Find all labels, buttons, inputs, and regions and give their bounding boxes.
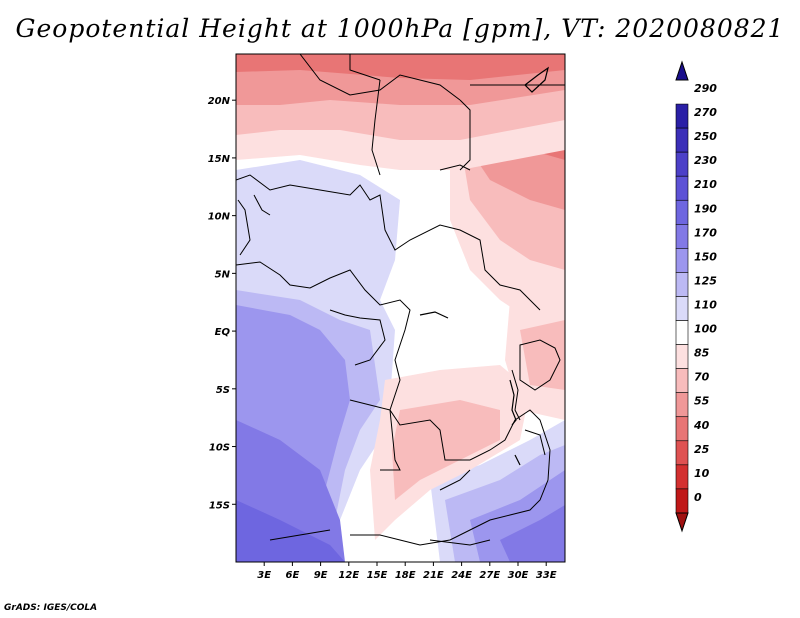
field-level-230: [236, 500, 345, 562]
colorbar-box: [675, 127, 689, 153]
lat-tick-label: 20N: [208, 96, 231, 107]
country-borders: [236, 54, 565, 546]
field-level-40-north: [236, 54, 565, 80]
colorbar-label: 55: [694, 395, 710, 408]
colorbar-box: [675, 488, 689, 514]
lon-tick-label: 33E: [536, 570, 557, 581]
lakes: [419, 66, 549, 466]
lon-tick-label: 6E: [286, 570, 300, 581]
colorbar-label: 85: [694, 347, 710, 360]
colorbar-label: 250: [694, 130, 717, 143]
colorbar-label: 25: [694, 443, 710, 456]
lat-tick-label: 15S: [209, 500, 230, 511]
colorbar-box: [675, 392, 689, 418]
colorbar-box: [675, 320, 689, 345]
colorbar-box: [675, 151, 689, 177]
lon-tick-label: 9E: [314, 570, 328, 581]
lat-tick-label: 15N: [208, 154, 231, 165]
map-title: Geopotential Height at 1000hPa [gpm], VT…: [15, 14, 785, 43]
lon-tick-label: 24E: [451, 570, 472, 581]
colorbar-label: 190: [694, 202, 717, 215]
lat-tick-label: EQ: [215, 327, 231, 338]
colorbar-label: 0: [694, 491, 702, 504]
lon-tick-label: 21E: [423, 570, 444, 581]
colorbar-label: 10: [694, 467, 710, 480]
field-level-70-south: [392, 400, 500, 500]
lat-tick-label: 5N: [215, 269, 231, 280]
colorbar-label: 270: [694, 106, 717, 119]
colorbar: 2902702502302101901701501251101008570554…: [675, 60, 717, 533]
colorbar-box: [675, 344, 689, 369]
colorbar-label: 230: [694, 154, 717, 167]
lon-tick-label: 30E: [508, 570, 529, 581]
lon-tick-label: 15E: [367, 570, 388, 581]
colorbar-box: [675, 175, 689, 201]
colorbar-box: [675, 248, 689, 273]
colorbar-label: 100: [694, 323, 717, 336]
colorbar-top-arrow: [675, 60, 689, 81]
lat-tick-label: 10S: [209, 443, 230, 454]
field-level-s-east-210: [500, 505, 565, 562]
map-plot-area: 3E 6E 9E 12E 15E 18E 21E 24E 27E 30E 33E 20N 15N 10N…: [208, 53, 566, 581]
lon-tick-label: 18E: [395, 570, 416, 581]
colorbar-box: [675, 464, 689, 490]
colorbar-label: 125: [694, 274, 717, 287]
colorbar-label: 210: [694, 178, 717, 191]
colorbar-bottom-arrow: [675, 512, 689, 533]
colorbar-label: 70: [694, 371, 710, 384]
lat-tick-label: 5S: [216, 385, 230, 396]
colorbar-label: 110: [694, 299, 717, 312]
colorbar-box: [675, 440, 689, 466]
grads-credit: GrADS: IGES/COLA: [4, 603, 98, 613]
lon-tick-label: 3E: [257, 570, 271, 581]
colorbar-box: [675, 199, 689, 225]
colorbar-label: 150: [694, 250, 717, 263]
map-frame: [235, 53, 566, 563]
colorbar-box: [675, 296, 689, 321]
lat-tick-label: 10N: [208, 212, 231, 223]
lon-tick-label: 12E: [338, 570, 359, 581]
colorbar-label: 170: [694, 226, 717, 239]
lat-axis: 20N 15N 10N 5N EQ 5S 10S 15S: [208, 96, 236, 511]
lon-axis: 3E 6E 9E 12E 15E 18E 21E 24E 27E 30E 33E: [257, 562, 557, 581]
colorbar-box: [675, 368, 689, 393]
colorbar-box: [675, 416, 689, 442]
lon-tick-label: 27E: [479, 570, 500, 581]
colorbar-box: [675, 103, 689, 129]
colorbar-box: [675, 224, 689, 249]
colorbar-label: 40: [693, 419, 710, 432]
colorbar-label: 290: [694, 82, 717, 95]
colorbar-box: [675, 272, 689, 297]
